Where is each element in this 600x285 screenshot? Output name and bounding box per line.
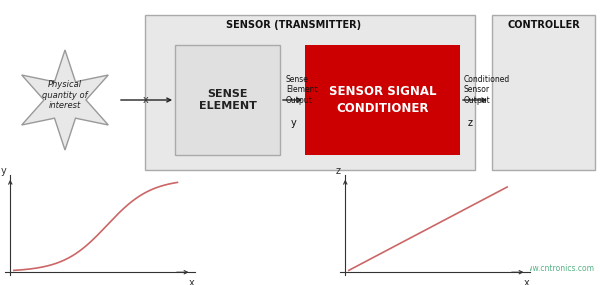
- Text: Physical
quantity of
interest: Physical quantity of interest: [42, 80, 88, 110]
- FancyBboxPatch shape: [305, 45, 460, 155]
- Text: z: z: [336, 166, 341, 176]
- Text: y: y: [1, 166, 6, 176]
- Text: x: x: [188, 278, 194, 285]
- FancyBboxPatch shape: [492, 15, 595, 170]
- FancyBboxPatch shape: [175, 45, 280, 155]
- Text: Sense
Element
Output: Sense Element Output: [286, 75, 317, 105]
- Text: CONTROLLER: CONTROLLER: [507, 20, 580, 30]
- Text: SENSE
ELEMENT: SENSE ELEMENT: [199, 89, 256, 111]
- Text: www.cntronics.com: www.cntronics.com: [521, 264, 595, 273]
- Text: y: y: [291, 118, 297, 128]
- FancyBboxPatch shape: [145, 15, 475, 170]
- Text: z: z: [468, 118, 473, 128]
- Text: Conditioned
Sensor
Output: Conditioned Sensor Output: [464, 75, 510, 105]
- Text: SENSOR SIGNAL
CONDITIONER: SENSOR SIGNAL CONDITIONER: [329, 85, 436, 115]
- Polygon shape: [22, 50, 109, 150]
- Text: SENSOR (TRANSMITTER): SENSOR (TRANSMITTER): [226, 20, 361, 30]
- Text: x: x: [142, 95, 148, 105]
- Text: x: x: [524, 278, 529, 285]
